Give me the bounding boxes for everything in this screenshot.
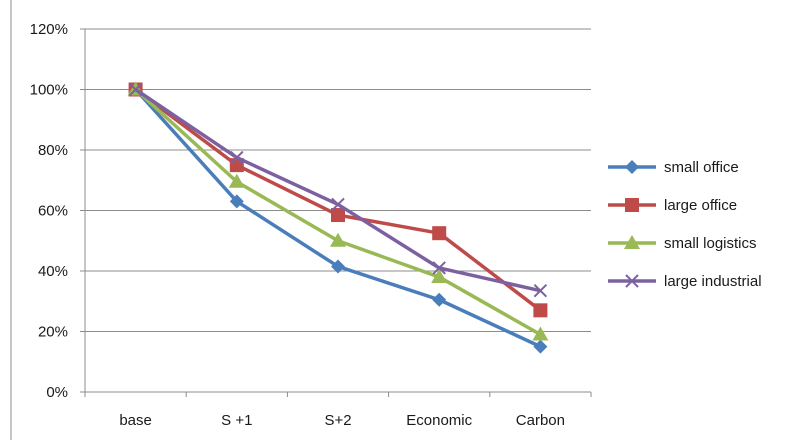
legend: small office large office small logistics l…: [608, 159, 762, 290]
x-tick-label: S +1: [221, 412, 252, 429]
data-point-small-logistics: [228, 173, 245, 188]
y-tick-label: 40%: [38, 263, 68, 280]
x-tick-label: S+2: [324, 412, 351, 429]
data-point-large-office: [533, 303, 548, 318]
data-point-large-office: [331, 208, 345, 223]
x-axis-tick-labels: base S +1 S+2 Economic Carbon: [119, 412, 565, 429]
data-point-large-office: [432, 226, 447, 241]
data-point-large-industrial: [432, 261, 446, 275]
legend-item-small-office: small office: [608, 159, 739, 176]
y-tick-label: 0%: [46, 384, 68, 401]
data-point-small-office: [432, 292, 447, 307]
data-point-small-office: [229, 194, 244, 209]
data-point-large-industrial: [128, 82, 143, 97]
legend-label: small office: [664, 159, 739, 176]
data-point-large-industrial: [331, 197, 345, 212]
x-tick-label: Carbon: [516, 412, 565, 429]
legend-marker: [624, 235, 640, 249]
y-tick-label: 60%: [38, 203, 68, 220]
y-tick-label: 120%: [30, 21, 68, 38]
data-point-small-office: [533, 339, 548, 354]
legend-marker: [625, 198, 639, 212]
data-point-small-logistics: [431, 269, 448, 284]
legend-marker: [625, 274, 639, 288]
legend-label: large industrial: [664, 273, 762, 290]
axes: [80, 28, 592, 397]
plot-area: [127, 81, 549, 354]
x-tick-label: Economic: [406, 412, 472, 429]
y-tick-label: 80%: [38, 142, 68, 159]
y-tick-label: 100%: [30, 82, 68, 99]
data-point-small-logistics: [330, 232, 346, 247]
legend-label: small logistics: [664, 235, 757, 252]
data-point-small-office: [331, 259, 345, 274]
y-tick-label: 20%: [38, 324, 68, 341]
legend-label: large office: [664, 197, 737, 214]
legend-item-large-office: large office: [608, 197, 737, 214]
data-point-small-logistics: [532, 326, 549, 341]
data-point-large-industrial: [533, 283, 548, 298]
legend-item-large-industrial: large industrial: [608, 273, 762, 290]
legend-marker: [625, 160, 639, 174]
legend-item-small-logistics: small logistics: [608, 235, 757, 252]
x-tick-label: base: [119, 412, 152, 429]
data-point-large-industrial: [230, 150, 244, 165]
y-axis-tick-labels: 0% 20% 40% 60% 80% 100% 120%: [30, 21, 68, 401]
